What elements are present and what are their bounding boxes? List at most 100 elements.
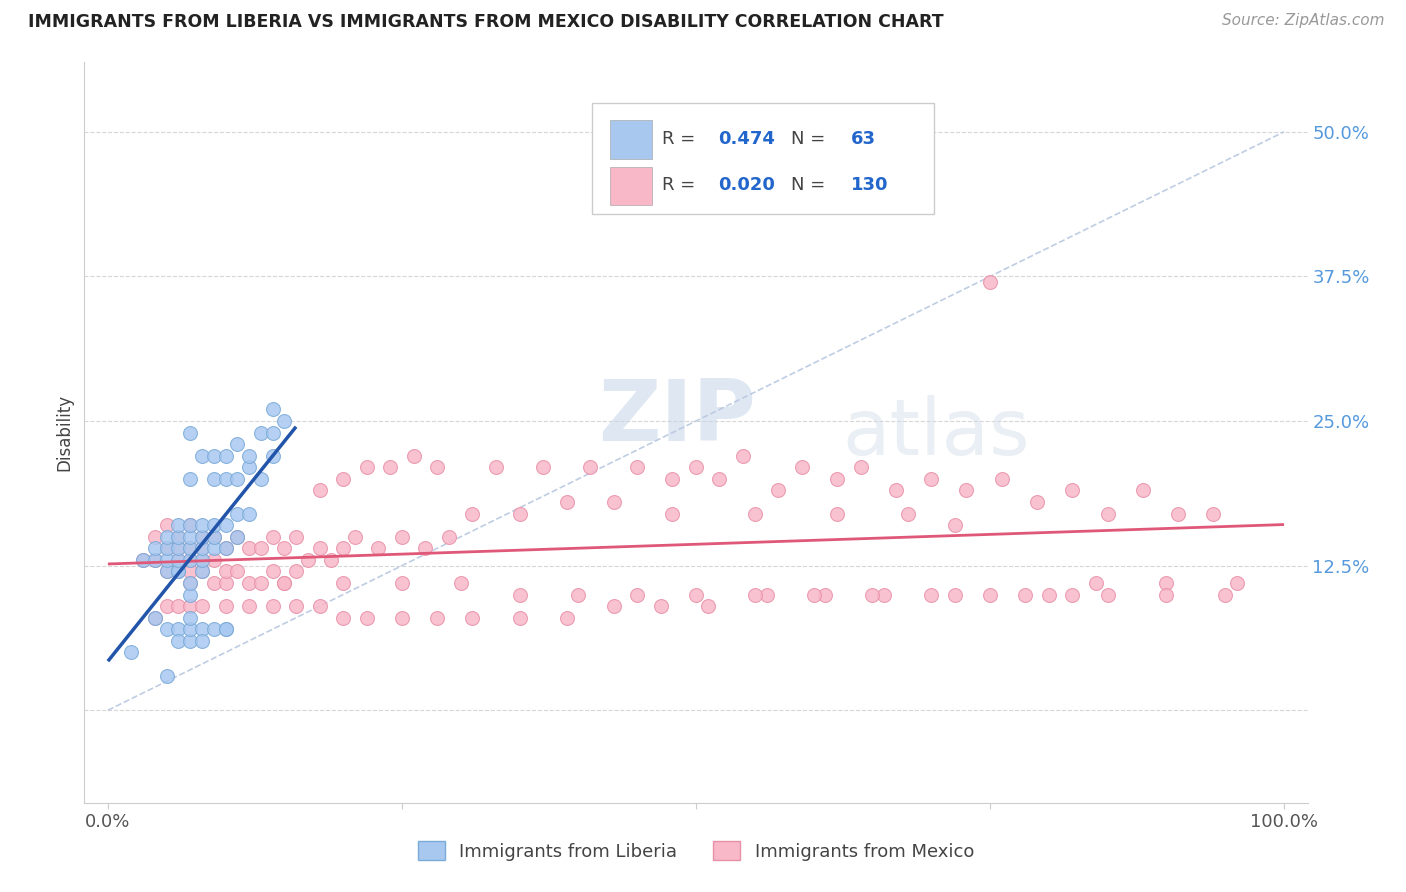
- Point: [238, 449, 260, 463]
- Point: [179, 541, 201, 556]
- Point: [179, 622, 201, 636]
- Point: [696, 599, 718, 614]
- Point: [356, 460, 378, 475]
- Point: [156, 518, 179, 533]
- Point: [321, 553, 343, 567]
- Point: [709, 472, 731, 486]
- Point: [249, 541, 271, 556]
- Point: [308, 483, 330, 498]
- Point: [273, 576, 295, 591]
- Point: [661, 507, 683, 521]
- Point: [179, 633, 201, 648]
- Point: [214, 565, 236, 579]
- Point: [567, 588, 589, 602]
- Point: [555, 610, 578, 624]
- Point: [179, 576, 201, 591]
- Point: [391, 576, 413, 591]
- Point: [179, 518, 201, 533]
- Point: [214, 622, 236, 636]
- Point: [143, 610, 166, 624]
- Point: [332, 541, 354, 556]
- Text: 130: 130: [851, 177, 889, 194]
- Point: [167, 622, 190, 636]
- Point: [391, 610, 413, 624]
- Point: [191, 541, 214, 556]
- Point: [426, 610, 449, 624]
- Point: [731, 449, 754, 463]
- Point: [356, 610, 378, 624]
- Point: [238, 507, 260, 521]
- Point: [214, 518, 236, 533]
- Point: [238, 576, 260, 591]
- Point: [979, 275, 1001, 289]
- Point: [214, 541, 236, 556]
- FancyBboxPatch shape: [592, 103, 935, 214]
- Point: [167, 565, 190, 579]
- Point: [191, 599, 214, 614]
- Point: [202, 530, 225, 544]
- Point: [897, 507, 920, 521]
- Point: [156, 541, 179, 556]
- Point: [179, 541, 201, 556]
- Point: [367, 541, 389, 556]
- Point: [167, 541, 190, 556]
- Point: [744, 588, 766, 602]
- Point: [485, 460, 508, 475]
- Point: [1156, 576, 1178, 591]
- Point: [238, 460, 260, 475]
- Point: [814, 588, 837, 602]
- Point: [249, 425, 271, 440]
- Text: R =: R =: [662, 177, 700, 194]
- Point: [308, 541, 330, 556]
- Point: [285, 599, 308, 614]
- Point: [332, 472, 354, 486]
- Point: [825, 507, 848, 521]
- Point: [920, 588, 942, 602]
- Point: [191, 553, 214, 567]
- Point: [226, 437, 249, 451]
- Point: [332, 576, 354, 591]
- Point: [179, 530, 201, 544]
- Point: [179, 425, 201, 440]
- Point: [1038, 588, 1060, 602]
- Point: [873, 588, 896, 602]
- Point: [143, 553, 166, 567]
- Point: [768, 483, 790, 498]
- Point: [214, 622, 236, 636]
- Point: [1156, 588, 1178, 602]
- Point: [262, 530, 284, 544]
- Point: [1226, 576, 1249, 591]
- Point: [191, 622, 214, 636]
- Point: [273, 414, 295, 428]
- Point: [920, 472, 942, 486]
- Point: [1014, 588, 1036, 602]
- Point: [626, 460, 648, 475]
- Point: [179, 565, 201, 579]
- Point: [602, 495, 624, 509]
- Point: [167, 530, 190, 544]
- Point: [1097, 507, 1119, 521]
- Point: [685, 460, 707, 475]
- Point: [202, 472, 225, 486]
- Point: [308, 599, 330, 614]
- Point: [943, 588, 966, 602]
- Point: [955, 483, 977, 498]
- Text: IMMIGRANTS FROM LIBERIA VS IMMIGRANTS FROM MEXICO DISABILITY CORRELATION CHART: IMMIGRANTS FROM LIBERIA VS IMMIGRANTS FR…: [28, 13, 943, 31]
- Point: [156, 530, 179, 544]
- Point: [790, 460, 813, 475]
- Point: [285, 530, 308, 544]
- Point: [191, 518, 214, 533]
- Point: [179, 518, 201, 533]
- Text: atlas: atlas: [842, 394, 1031, 471]
- Point: [202, 541, 225, 556]
- Point: [179, 576, 201, 591]
- Point: [461, 610, 484, 624]
- Point: [167, 518, 190, 533]
- Point: [156, 553, 179, 567]
- Point: [167, 530, 190, 544]
- Point: [415, 541, 437, 556]
- Text: R =: R =: [662, 130, 700, 148]
- Point: [238, 541, 260, 556]
- Point: [579, 460, 602, 475]
- Point: [226, 565, 249, 579]
